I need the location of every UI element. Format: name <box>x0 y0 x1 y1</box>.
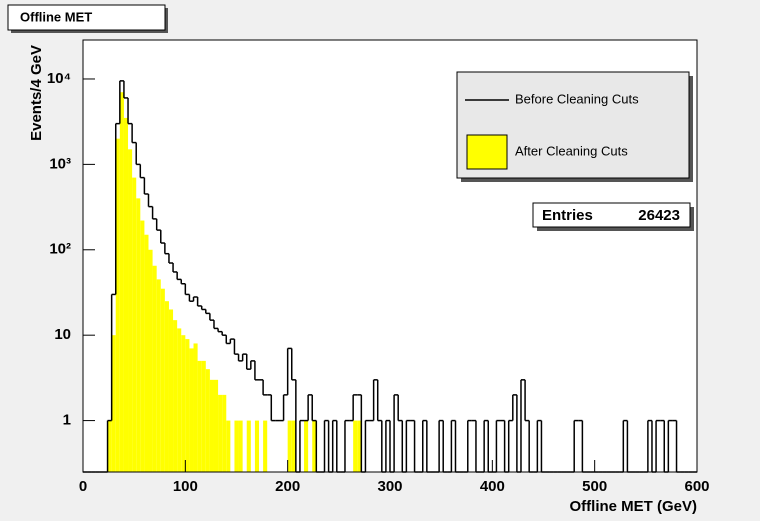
histogram-bar <box>312 420 317 472</box>
histogram-bar <box>193 343 198 472</box>
histogram-bar <box>136 198 141 472</box>
histogram-bar <box>111 335 116 472</box>
x-tick-label: 500 <box>582 478 607 495</box>
x-tick-label: 100 <box>173 478 198 495</box>
histogram-bar <box>156 279 161 472</box>
histogram-bar <box>357 420 362 472</box>
x-tick-label: 300 <box>377 478 402 495</box>
stats-label: Entries <box>542 207 593 224</box>
histogram-bar <box>107 420 112 472</box>
y-tick-label: 10³ <box>49 155 71 172</box>
histogram-bar <box>246 420 251 472</box>
histogram-bar <box>209 379 214 472</box>
histogram-bar <box>140 220 145 472</box>
histogram-bar <box>304 420 309 472</box>
histogram-bar <box>254 420 260 472</box>
histogram-bar <box>213 379 219 472</box>
legend-label: Before Cleaning Cuts <box>515 91 639 106</box>
y-axis-label: Events/4 GeV <box>28 45 45 141</box>
x-axis-label: Offline MET (GeV) <box>570 498 698 515</box>
stats-box <box>532 202 691 228</box>
y-tick-label: 10 <box>54 326 71 343</box>
histogram-bar <box>128 149 133 472</box>
x-tick-label: 200 <box>275 478 300 495</box>
legend-label: After Cleaning Cuts <box>515 143 628 158</box>
x-tick-label: 600 <box>684 478 709 495</box>
y-tick-label: 10² <box>49 241 71 258</box>
histogram-bar <box>238 420 243 472</box>
title-box <box>7 4 166 31</box>
histogram-bar <box>263 420 268 472</box>
histogram-bar <box>353 420 358 472</box>
histogram-bar <box>160 288 165 472</box>
stats-value: 26423 <box>638 207 680 224</box>
histogram-bar <box>218 394 223 472</box>
histogram-bar <box>132 177 137 473</box>
histogram-bar <box>291 420 296 472</box>
histogram-bar <box>197 360 202 472</box>
legend-swatch <box>466 134 508 170</box>
histogram-bar <box>123 117 129 473</box>
histogram-bar <box>144 234 149 472</box>
histogram-bar <box>115 138 120 472</box>
histogram-bar <box>173 320 178 472</box>
histogram-bar <box>226 420 231 472</box>
histogram-bar <box>177 328 182 472</box>
x-tick-label: 0 <box>79 478 87 495</box>
histogram-bar <box>119 92 124 472</box>
histogram-bar <box>164 301 169 472</box>
y-tick-label: 1 <box>63 412 71 429</box>
chart-title: Offline MET <box>20 9 92 24</box>
histogram-bar <box>201 360 206 472</box>
histogram-bar <box>152 265 157 472</box>
histogram-bar <box>205 369 210 472</box>
x-tick-label: 400 <box>480 478 505 495</box>
histogram-bar <box>148 249 153 472</box>
histogram-bar <box>185 339 190 472</box>
histogram-bar <box>222 394 227 472</box>
y-tick-label: 10⁴ <box>47 70 71 87</box>
histogram-bar <box>189 348 194 472</box>
histogram-bar <box>181 335 186 472</box>
histogram-bar <box>168 309 174 472</box>
histogram-bar <box>234 420 239 472</box>
histogram-bar <box>287 420 292 472</box>
